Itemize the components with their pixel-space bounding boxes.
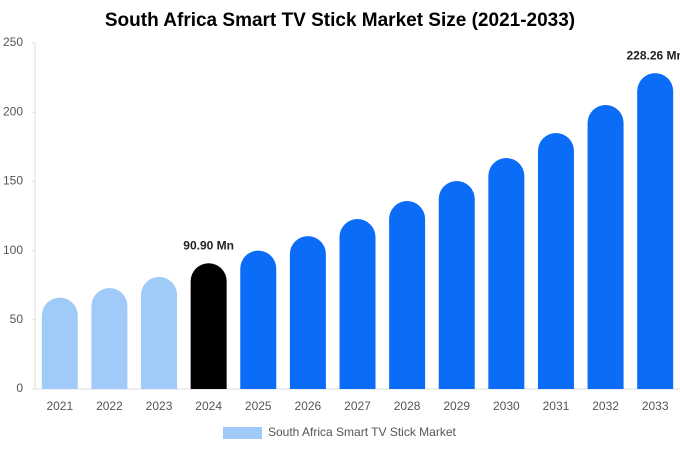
y-tick-label: 250	[3, 35, 23, 49]
x-tick-label: 2027	[344, 399, 371, 413]
x-tick-label: 2030	[493, 399, 520, 413]
x-tick-label: 2032	[592, 399, 619, 413]
bar	[637, 73, 674, 389]
bar	[339, 219, 376, 389]
y-tick-label: 50	[10, 312, 24, 326]
bar	[41, 297, 78, 389]
y-tick-label: 200	[3, 104, 23, 118]
x-tick-label: 2025	[245, 399, 272, 413]
x-tick-label: 2024	[195, 399, 222, 413]
bar	[91, 287, 128, 389]
bar	[587, 105, 624, 389]
value-label: 228.26 Mn	[627, 48, 680, 62]
x-tick-label: 2028	[394, 399, 421, 413]
bar	[488, 158, 525, 389]
bar	[537, 132, 574, 389]
y-tick-label: 100	[3, 243, 23, 257]
x-tick-label: 2033	[642, 399, 669, 413]
legend-swatch	[223, 427, 262, 439]
bar	[438, 180, 475, 389]
bar	[240, 250, 277, 389]
legend-label: South Africa Smart TV Stick Market	[268, 425, 457, 439]
x-tick-label: 2021	[46, 399, 73, 413]
bar	[289, 236, 326, 389]
bar	[141, 276, 178, 389]
x-tick-label: 2026	[295, 399, 322, 413]
x-tick-label: 2031	[543, 399, 570, 413]
bar	[190, 263, 227, 389]
x-tick-label: 2023	[146, 399, 173, 413]
x-tick-label: 2022	[96, 399, 123, 413]
x-tick-label: 2029	[443, 399, 470, 413]
value-label: 90.90 Mn	[183, 238, 234, 252]
chart-title: South Africa Smart TV Stick Market Size …	[105, 10, 575, 31]
y-tick-label: 150	[3, 174, 23, 188]
y-tick-label: 0	[16, 381, 23, 395]
bar	[389, 201, 426, 389]
